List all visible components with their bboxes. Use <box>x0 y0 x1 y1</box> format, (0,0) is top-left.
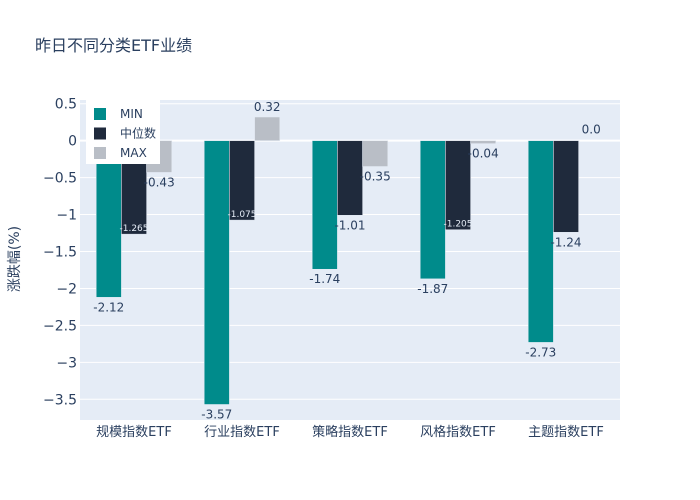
data-label: 0.0 <box>582 123 601 137</box>
bar[interactable] <box>445 140 471 230</box>
x-tick-label: 规模指数ETF <box>96 425 172 440</box>
plot-area: 0.5 0 −0.5 −1 −1.5 −2 −2.5 −3 −3.5 规模指数ETF -2.12 -1… <box>43 97 620 440</box>
y-tick-label: −1 <box>56 208 77 224</box>
legend-label[interactable]: MIN <box>120 107 143 121</box>
data-label: -1.24 <box>550 235 581 249</box>
legend-swatch <box>94 147 106 159</box>
bar[interactable] <box>311 140 338 270</box>
legend[interactable]: MIN 中位数 MAX <box>86 100 160 164</box>
y-tick-label: −2.5 <box>43 318 77 334</box>
bar[interactable] <box>419 140 446 280</box>
y-tick-label: −3.5 <box>43 392 77 408</box>
data-label: -1.87 <box>417 282 448 296</box>
data-label: -1.205 <box>443 220 472 230</box>
y-tick-label: −0.5 <box>43 171 77 187</box>
x-tick-label: 策略指数ETF <box>312 424 388 440</box>
x-tick-label: 行业指数ETF <box>204 425 280 440</box>
bar[interactable] <box>553 140 579 233</box>
data-label: -1.01 <box>334 218 365 232</box>
legend-swatch <box>94 127 106 140</box>
bar[interactable] <box>254 116 281 141</box>
data-label: -1.74 <box>309 272 340 286</box>
bar[interactable] <box>203 140 230 405</box>
bar[interactable] <box>229 140 255 221</box>
y-tick-label: −3 <box>56 355 77 371</box>
bar[interactable] <box>470 140 497 144</box>
data-label: -0.04 <box>468 147 499 161</box>
y-axis-title: 涨跌幅(%) <box>7 226 23 292</box>
data-label: -2.73 <box>525 345 556 359</box>
data-label: -3.57 <box>201 407 232 421</box>
y-tick-label: 0.5 <box>55 97 77 113</box>
y-tick-label: −1.5 <box>43 245 77 261</box>
data-label: -1.075 <box>227 210 256 220</box>
legend-label[interactable]: MAX <box>120 146 147 160</box>
data-label: -0.35 <box>360 170 391 184</box>
chart-title: 昨日不同分类ETF业绩 <box>35 36 192 55</box>
legend-label[interactable]: 中位数 <box>120 126 156 141</box>
data-label: 0.32 <box>254 100 281 114</box>
data-label: -1.265 <box>119 224 148 234</box>
data-label: -2.12 <box>93 300 124 314</box>
data-label: -0.43 <box>144 175 175 189</box>
legend-swatch <box>94 108 106 120</box>
x-tick-label: 主题指数ETF <box>528 425 604 440</box>
bar[interactable] <box>362 140 389 167</box>
y-tick-label: 0 <box>68 134 77 150</box>
bar[interactable] <box>95 140 122 298</box>
bar[interactable] <box>527 140 554 343</box>
x-tick-label: 风格指数ETF <box>420 424 496 440</box>
y-tick-label: −2 <box>56 281 77 297</box>
bar[interactable] <box>337 140 363 216</box>
